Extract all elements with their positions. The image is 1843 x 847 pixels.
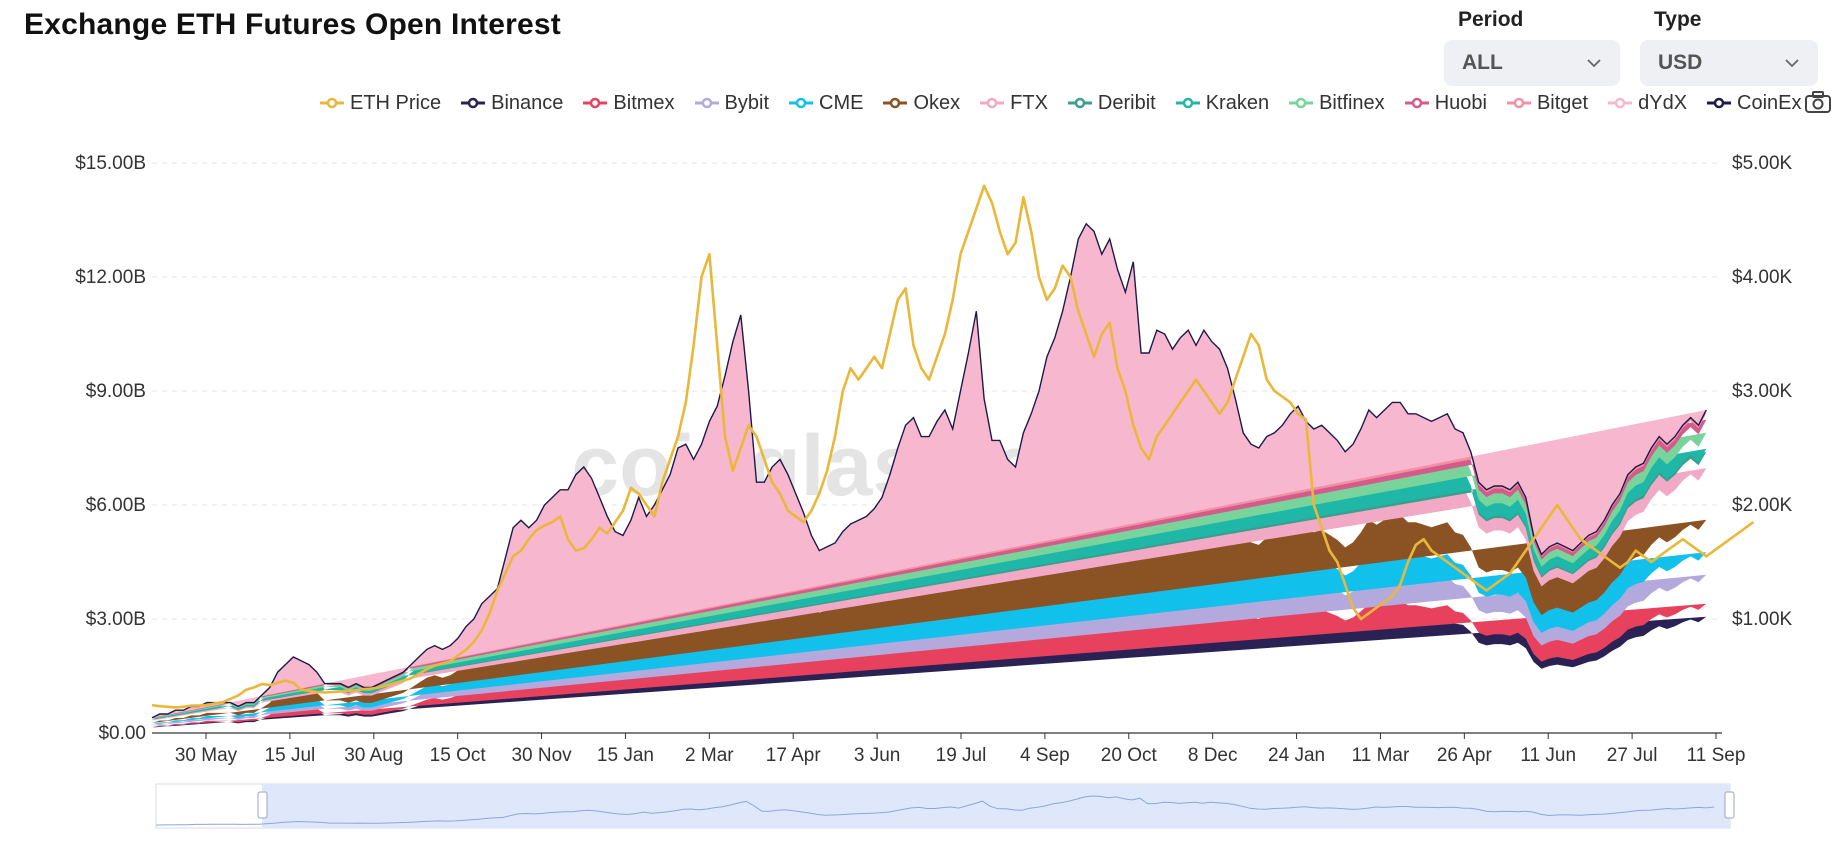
legend-item-deribit[interactable]: Deribit [1067, 91, 1156, 115]
legend-label: Okex [913, 91, 961, 114]
x-tick-label: 30 Aug [344, 745, 403, 766]
x-tick-label: 11 Sep [1687, 745, 1746, 766]
y-right-tick: $3.00K [1732, 381, 1793, 402]
y-left-tick: $15.00B [75, 153, 146, 174]
legend-item-eth-price[interactable]: ETH Price [320, 92, 441, 115]
x-tick-label: 30 May [175, 745, 238, 766]
x-tick-label: 26 Apr [1437, 745, 1493, 766]
legend-marker-icon [320, 97, 344, 109]
zoom-overview-line [155, 795, 1715, 826]
y-left-tick: $0.00 [98, 723, 146, 744]
legend-marker-icon [1175, 97, 1200, 109]
legend-item-binance[interactable]: Binance [461, 92, 563, 115]
x-tick-label: 17 Apr [766, 745, 822, 766]
y-right-tick: $1.00K [1732, 609, 1793, 630]
legend-marker-icon [461, 97, 486, 109]
legend-marker-icon [1506, 97, 1531, 109]
legend-label: Kraken [1205, 91, 1270, 114]
legend-marker-icon [694, 97, 719, 109]
legend-item-bitget[interactable]: Bitget [1506, 91, 1589, 115]
legend-label: FTX [1010, 91, 1048, 114]
area-coinex-outline [151, 222, 1707, 719]
eth-price-path [151, 184, 1755, 709]
legend-label: Bybit [724, 91, 769, 114]
x-tick-label: 15 Oct [430, 745, 487, 766]
x-tick-label: 3 Jun [854, 745, 900, 766]
legend-marker-icon [583, 97, 608, 109]
zoom-handle-right[interactable] [1724, 791, 1735, 819]
chevron-down-icon [1785, 59, 1799, 68]
legend-item-kraken[interactable]: Kraken [1175, 91, 1270, 115]
x-tick-label: 27 Jul [1607, 745, 1658, 766]
type-select[interactable]: USD [1640, 40, 1818, 86]
period-value: ALL [1462, 51, 1503, 74]
legend-marker-icon [1067, 97, 1092, 109]
y-left-tick: $9.00B [86, 381, 146, 402]
chart-legend: ETH Price Binance Bitmex Bybit CME Okex FTX Der… [320, 88, 1802, 118]
zoom-handle-left[interactable] [257, 791, 268, 819]
legend-label: CME [819, 91, 864, 114]
legend-label: Bitfinex [1319, 91, 1385, 114]
x-tick-label: 20 Oct [1101, 745, 1158, 766]
period-select[interactable]: ALL [1444, 40, 1620, 86]
legend-label: Binance [491, 91, 564, 114]
legend-label: Bitget [1536, 91, 1589, 114]
y-axis-left: $0.00 $3.00B $6.00B $9.00B $12.00B $15.00B [75, 153, 146, 744]
x-tick-label: 4 Sep [1020, 745, 1070, 766]
type-value: USD [1658, 51, 1703, 74]
x-tick-label: 11 Mar [1352, 745, 1410, 766]
y-left-tick: $12.00B [75, 267, 146, 288]
x-tick-label: 8 Dec [1188, 745, 1238, 766]
legend-marker-icon [1289, 97, 1314, 109]
y-axis-right: $1.00K $2.00K $3.00K $4.00K $5.00K [1732, 153, 1793, 630]
x-axis: 30 May 15 Jul 30 Aug 15 Oct 30 Nov 15 Jan 2 Ma… [175, 733, 1746, 766]
x-tick-label: 2 Mar [685, 745, 734, 766]
zoom-window [262, 784, 1730, 828]
legend-marker-icon [1404, 97, 1429, 109]
x-tick-label: 19 Jul [936, 745, 987, 766]
y-right-tick: $2.00K [1732, 495, 1793, 516]
x-tick-label: 15 Jan [597, 745, 654, 766]
area-dydx [152, 223, 1707, 718]
stacked-areas [151, 222, 1707, 728]
zoom-slider[interactable] [155, 783, 1735, 829]
legend-label: dYdX [1638, 91, 1688, 114]
legend-item-cme[interactable]: CME [789, 92, 863, 115]
legend-item-okex[interactable]: Okex [883, 92, 960, 115]
legend-label: Huobi [1434, 91, 1487, 114]
legend-label: ETH Price [350, 91, 442, 114]
x-tick-label: 30 Nov [511, 745, 572, 766]
legend-item-huobi[interactable]: Huobi [1404, 91, 1487, 115]
legend-item-bitfinex[interactable]: Bitfinex [1289, 92, 1385, 115]
x-tick-label: 15 Jul [265, 745, 316, 766]
chevron-down-icon [1587, 59, 1601, 68]
legend-item-coinex[interactable]: CoinEx [1707, 91, 1802, 115]
legend-marker-icon [789, 97, 813, 109]
eth-price-line [151, 184, 1755, 709]
legend-label: Deribit [1097, 91, 1156, 114]
y-left-tick: $6.00B [86, 495, 146, 516]
legend-item-ftx[interactable]: FTX [980, 92, 1048, 115]
legend-item-bybit[interactable]: Bybit [694, 91, 769, 115]
type-label: Type [1654, 8, 1702, 31]
legend-item-dydx[interactable]: dYdX [1608, 92, 1687, 115]
legend-item-bitmex[interactable]: Bitmex [583, 91, 675, 115]
page-title: Exchange ETH Futures Open Interest [24, 8, 561, 41]
x-tick-label: 11 Jun [1520, 745, 1576, 766]
y-right-tick: $5.00K [1732, 153, 1793, 174]
legend-marker-icon [1608, 97, 1633, 109]
x-tick-label: 24 Jan [1268, 745, 1325, 766]
camera-icon[interactable] [1804, 90, 1832, 114]
y-right-tick: $4.00K [1732, 267, 1793, 288]
legend-marker-icon [980, 97, 1005, 109]
period-label: Period [1458, 8, 1524, 31]
y-left-tick: $3.00B [86, 609, 146, 630]
legend-label: Bitmex [613, 91, 675, 114]
legend-marker-icon [1707, 97, 1732, 109]
legend-label: CoinEx [1737, 91, 1802, 114]
legend-marker-icon [883, 97, 908, 109]
